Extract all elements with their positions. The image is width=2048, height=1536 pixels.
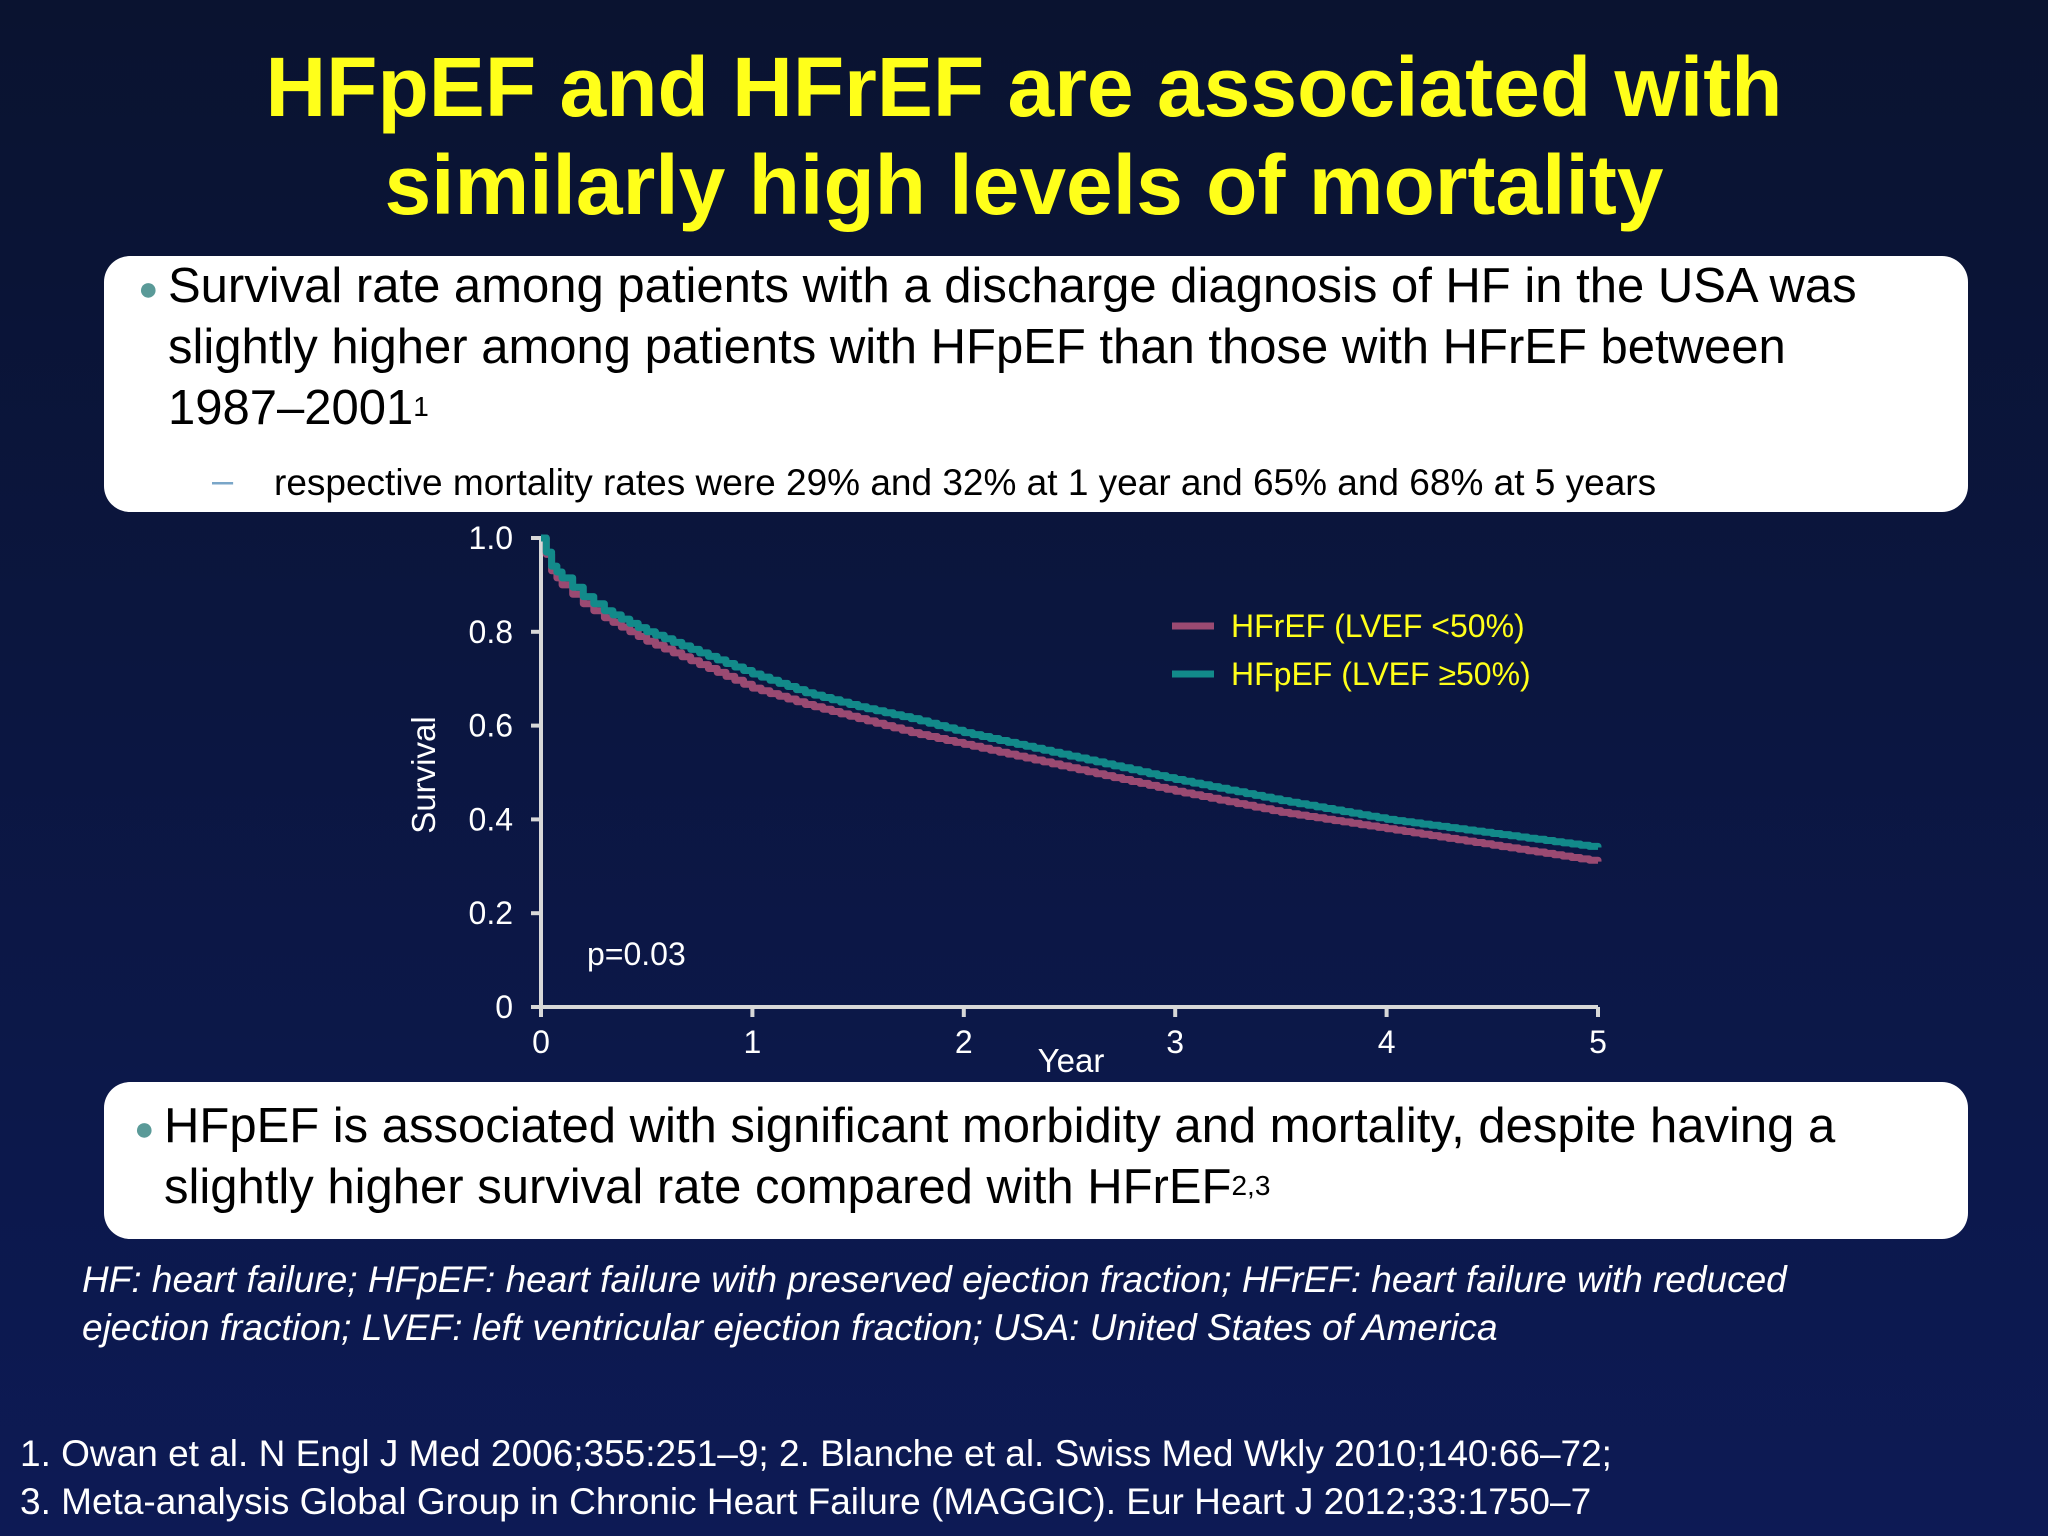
- hfref-survival-curve: [541, 534, 1602, 864]
- summary-line-2: slightly higher among patients with HFpE…: [168, 320, 1786, 374]
- mortality-rates-text: respective mortality rates were 29% and …: [274, 462, 1657, 503]
- p-value-annotation: p=0.03: [587, 936, 686, 972]
- y-tick-label: 0.6: [469, 708, 513, 744]
- x-tick-label: 5: [1589, 1024, 1607, 1060]
- y-axis-label: Survival: [405, 716, 442, 833]
- summary-line-1: Survival rate among patients with a disc…: [168, 259, 1857, 313]
- slide-title: HFpEF and HFrEF are associated with simi…: [0, 38, 2048, 234]
- summary-line-3-text: 1987–2001: [168, 381, 414, 435]
- summary-line-3: 1987–20011: [168, 378, 429, 439]
- x-tick-label: 0: [532, 1024, 550, 1060]
- footnote-marker-2-3: 2,3: [1231, 1170, 1271, 1201]
- y-tick-label: 0.4: [469, 801, 513, 837]
- x-tick-label: 3: [1166, 1024, 1184, 1060]
- title-line-1: HFpEF and HFrEF are associated with: [265, 40, 1783, 134]
- chart-series: [541, 534, 1602, 864]
- x-tick-label: 1: [744, 1024, 762, 1060]
- summary-box-top: ● Survival rate among patients with a di…: [104, 256, 1968, 512]
- x-axis-label: Year: [1038, 1042, 1105, 1079]
- chart-axes: 0 1 2 3 4 5 0 0.2 0.4 0.6 0.8 1.0: [469, 520, 1607, 1060]
- bullet-icon: ●: [134, 1110, 155, 1148]
- legend-hfpef-label: HFpEF (LVEF ≥50%): [1231, 656, 1531, 692]
- x-tick-label: 2: [955, 1024, 973, 1060]
- title-line-2: similarly high levels of mortality: [384, 138, 1664, 232]
- references: 1. Owan et al. N Engl J Med 2006;355:251…: [20, 1430, 2020, 1526]
- references-line-1: 1. Owan et al. N Engl J Med 2006;355:251…: [20, 1433, 1612, 1474]
- abbreviations-line-1: HF: heart failure; HFpEF: heart failure …: [82, 1259, 1787, 1300]
- abbreviations-line-2: ejection fraction; LVEF: left ventricula…: [82, 1307, 1498, 1348]
- x-tick-label: 4: [1378, 1024, 1396, 1060]
- y-tick-label: 1.0: [469, 520, 513, 556]
- conclusion-line-2-text: slightly higher survival rate compared w…: [164, 1160, 1232, 1214]
- conclusion-line-2: slightly higher survival rate compared w…: [164, 1157, 1270, 1218]
- y-tick-label: 0.2: [469, 895, 513, 931]
- sub-bullet-dash: –: [212, 460, 234, 502]
- references-line-2: 3. Meta-analysis Global Group in Chronic…: [20, 1481, 1592, 1522]
- summary-box-bottom: ● HFpEF is associated with significant m…: [104, 1082, 1968, 1239]
- bullet-icon: ●: [138, 270, 159, 308]
- legend-hfref-label: HFrEF (LVEF <50%): [1231, 608, 1525, 644]
- conclusion-line-1: HFpEF is associated with significant mor…: [164, 1099, 1836, 1153]
- chart-legend: HFrEF (LVEF <50%) HFpEF (LVEF ≥50%): [1172, 608, 1531, 692]
- footnote-marker-1: 1: [413, 391, 429, 422]
- abbreviations: HF: heart failure; HFpEF: heart failure …: [82, 1256, 1982, 1352]
- y-tick-label: 0.8: [469, 614, 513, 650]
- hfpef-survival-curve: [541, 534, 1602, 850]
- y-tick-label: 0: [495, 989, 513, 1025]
- survival-chart: 0 1 2 3 4 5 0 0.2 0.4 0.6 0.8 1.0 p=0.03 Year Survi…: [405, 520, 1607, 1079]
